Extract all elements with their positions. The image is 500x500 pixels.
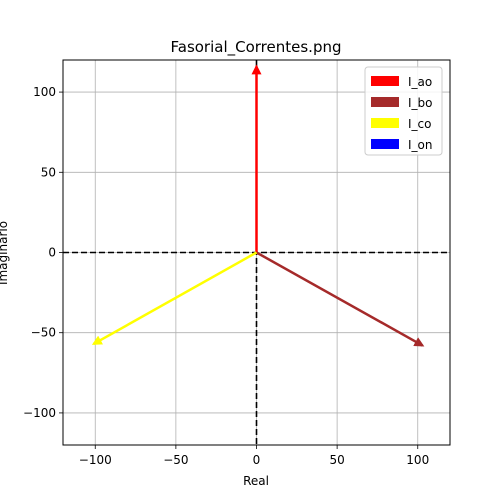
x-tick-label: 50: [329, 453, 344, 467]
y-tick-label: −50: [31, 326, 56, 340]
x-tick-label: −50: [163, 453, 188, 467]
legend-label: I_ao: [408, 75, 432, 89]
legend-swatch: [371, 76, 399, 86]
phasor-arrows: [91, 64, 425, 347]
legend-swatch: [371, 139, 399, 149]
y-tick-label: 100: [33, 85, 56, 99]
y-tick-label: 50: [41, 165, 56, 179]
legend-label: I_co: [408, 117, 431, 131]
y-tick-label: 0: [48, 246, 56, 260]
legend-swatch: [371, 97, 399, 107]
x-axis-label: Real: [243, 474, 269, 488]
legend-label: I_on: [408, 138, 433, 152]
x-tick-label: 100: [406, 453, 429, 467]
phasor-arrow-i-bo: [255, 251, 425, 347]
axis-ticks: −100 −50 0 50 100 −100 −50 0 50 100: [23, 85, 429, 467]
y-tick-label: −100: [23, 406, 56, 420]
x-tick-label: 0: [253, 453, 261, 467]
legend-box: [364, 66, 443, 156]
phasor-arrow-i-co: [91, 251, 258, 346]
legend-swatch: [371, 118, 399, 128]
chart-title: Fasorial_Correntes.png: [171, 38, 342, 57]
legend: I_ao I_bo I_co I_on: [364, 66, 443, 156]
x-tick-label: −100: [79, 453, 112, 467]
legend-label: I_bo: [408, 96, 433, 110]
y-axis-label: Imaginário: [0, 221, 10, 285]
